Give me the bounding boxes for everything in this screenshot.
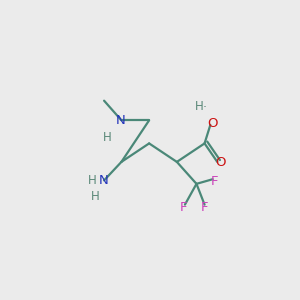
Text: O: O xyxy=(208,117,218,130)
Text: ·: · xyxy=(203,101,207,114)
Text: N: N xyxy=(99,174,109,187)
Text: O: O xyxy=(215,156,226,169)
Text: H: H xyxy=(103,131,112,144)
Text: N: N xyxy=(116,114,125,127)
Text: H: H xyxy=(91,190,99,203)
Text: F: F xyxy=(211,176,218,188)
Text: H: H xyxy=(88,174,97,187)
Text: F: F xyxy=(179,201,187,214)
Text: F: F xyxy=(201,201,208,214)
Text: H: H xyxy=(195,100,204,113)
